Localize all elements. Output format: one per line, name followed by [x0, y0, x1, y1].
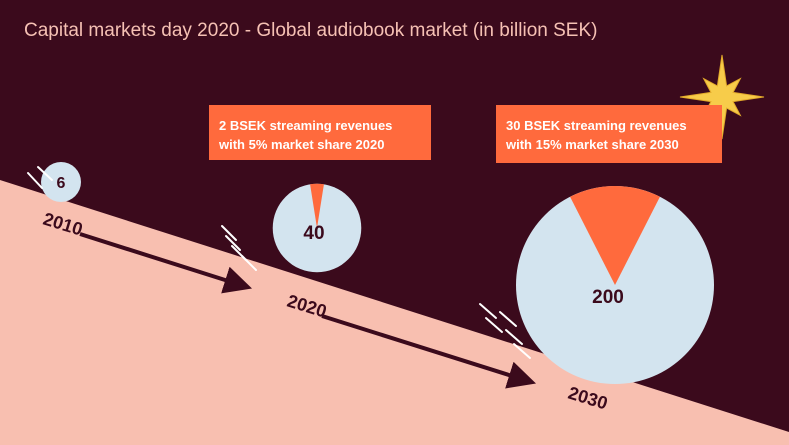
market-circle-2020 [272, 183, 362, 273]
motion-dash [499, 311, 517, 327]
market-value-2020: 40 [303, 223, 324, 244]
motion-dash [505, 329, 523, 345]
callout-2020-line1: 2 BSEK streaming revenues [219, 118, 393, 133]
arrow-icon [321, 314, 537, 389]
motion-dash [479, 303, 497, 319]
market-value-2030: 200 [592, 287, 624, 308]
motion-dash [513, 343, 531, 359]
callout-2020: 2 BSEK streaming revenues with 5% market… [209, 105, 431, 160]
arrow-icon [79, 232, 253, 294]
motion-dash [485, 317, 503, 333]
share-slice-2030 [570, 186, 660, 285]
motion-dash [37, 166, 53, 181]
motion-dash [221, 225, 237, 241]
market-value-2010: 6 [57, 175, 66, 192]
chart-title: Capital markets day 2020 - Global audiob… [24, 20, 598, 41]
callout-2030: 30 BSEK streaming revenues with 15% mark… [496, 105, 722, 163]
callout-2030-line1: 30 BSEK streaming revenues [506, 118, 687, 133]
star-icon [679, 54, 765, 140]
callout-2030-line2: with 15% market share 2030 [506, 137, 679, 152]
motion-dash [225, 235, 241, 251]
motion-dash [241, 255, 257, 271]
share-slice-2020 [310, 183, 324, 228]
market-circle-2010 [41, 162, 81, 202]
callout-2020-line2: with 5% market share 2020 [219, 137, 385, 152]
motion-dash [27, 172, 43, 189]
